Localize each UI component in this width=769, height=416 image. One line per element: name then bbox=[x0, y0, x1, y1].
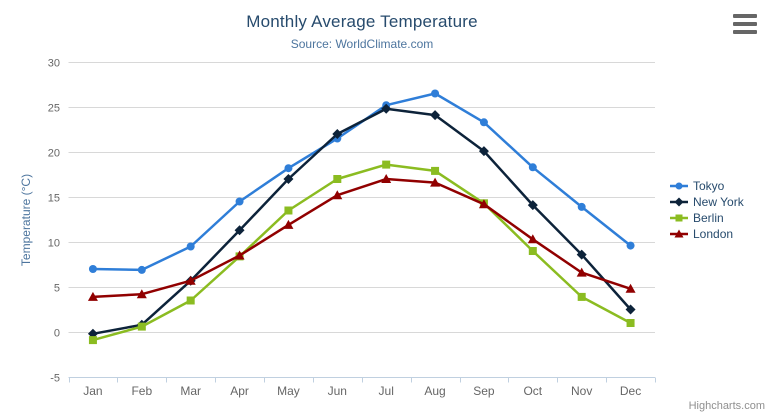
data-point[interactable] bbox=[234, 225, 245, 236]
diamond-legend-marker bbox=[670, 197, 688, 207]
data-point[interactable] bbox=[576, 249, 587, 260]
data-point[interactable] bbox=[528, 247, 537, 255]
data-point[interactable] bbox=[137, 322, 146, 331]
data-point[interactable] bbox=[283, 219, 294, 229]
chart-title: Monthly Average Temperature bbox=[246, 12, 478, 31]
data-point[interactable] bbox=[186, 242, 195, 251]
data-point[interactable] bbox=[527, 234, 538, 244]
data-point[interactable] bbox=[137, 265, 146, 274]
legend-label: New York bbox=[693, 195, 744, 209]
svg-text:Mar: Mar bbox=[180, 384, 201, 398]
data-point[interactable] bbox=[528, 163, 537, 172]
data-point[interactable] bbox=[87, 291, 98, 301]
series-tokyo[interactable] bbox=[88, 89, 635, 274]
hamburger-bar bbox=[733, 30, 757, 34]
data-point[interactable] bbox=[674, 229, 684, 238]
data-point[interactable] bbox=[333, 175, 342, 183]
data-point[interactable] bbox=[235, 197, 244, 206]
svg-text:0: 0 bbox=[54, 328, 60, 340]
y-axis-title: Temperature (°C) bbox=[19, 173, 33, 267]
data-point[interactable] bbox=[332, 129, 343, 139]
data-point[interactable] bbox=[675, 182, 683, 190]
legend-item-london[interactable]: London bbox=[670, 226, 744, 242]
hamburger-icon[interactable] bbox=[733, 14, 757, 34]
data-point[interactable] bbox=[626, 241, 635, 250]
circle-legend-marker bbox=[670, 182, 688, 190]
svg-text:Jan: Jan bbox=[83, 384, 102, 398]
data-point[interactable] bbox=[332, 190, 343, 200]
svg-text:Apr: Apr bbox=[230, 384, 249, 398]
data-point[interactable] bbox=[185, 275, 196, 285]
series-new-york[interactable] bbox=[87, 103, 636, 339]
legend-label: London bbox=[693, 227, 734, 241]
svg-text:Jun: Jun bbox=[328, 384, 347, 398]
legend-item-new-york[interactable]: New York bbox=[670, 194, 744, 210]
data-point[interactable] bbox=[527, 200, 538, 211]
data-point[interactable] bbox=[284, 164, 293, 173]
svg-text:Nov: Nov bbox=[571, 384, 592, 398]
svg-text:Aug: Aug bbox=[424, 384, 445, 398]
data-point[interactable] bbox=[625, 304, 636, 315]
data-point[interactable] bbox=[675, 214, 683, 222]
svg-text:5: 5 bbox=[54, 283, 60, 295]
svg-text:25: 25 bbox=[48, 103, 60, 115]
data-point[interactable] bbox=[136, 289, 147, 299]
svg-text:Dec: Dec bbox=[620, 384, 641, 398]
x-axis-labels: Jan Feb Mar Apr May Jun Jul Aug Sep Oct Nov Dec bbox=[83, 384, 641, 398]
data-point[interactable] bbox=[381, 103, 392, 114]
data-point[interactable] bbox=[382, 160, 391, 169]
hamburger-bar bbox=[733, 22, 757, 26]
legend-label: Berlin bbox=[693, 211, 724, 225]
data-point[interactable] bbox=[674, 197, 684, 207]
data-point[interactable] bbox=[479, 118, 488, 127]
data-point[interactable] bbox=[626, 319, 635, 327]
data-point[interactable] bbox=[381, 174, 392, 183]
data-point[interactable] bbox=[431, 89, 440, 98]
data-point[interactable] bbox=[186, 296, 195, 305]
svg-text:30: 30 bbox=[48, 58, 60, 70]
legend-label: Tokyo bbox=[693, 179, 725, 193]
data-point[interactable] bbox=[234, 250, 245, 260]
data-point[interactable] bbox=[283, 174, 294, 184]
grid-lines bbox=[68, 62, 655, 378]
y-axis-labels: -5 0 5 10 15 20 25 30 bbox=[48, 58, 60, 385]
series-london[interactable] bbox=[87, 174, 636, 301]
legend-item-berlin[interactable]: Berlin bbox=[670, 210, 744, 226]
data-point[interactable] bbox=[284, 206, 293, 215]
svg-text:May: May bbox=[277, 384, 300, 398]
svg-text:Jul: Jul bbox=[379, 384, 394, 398]
data-point[interactable] bbox=[625, 283, 636, 293]
square-legend-marker bbox=[670, 214, 688, 222]
data-point[interactable] bbox=[576, 267, 587, 277]
data-point[interactable] bbox=[478, 199, 489, 209]
data-point[interactable] bbox=[478, 146, 489, 157]
svg-text:-5: -5 bbox=[50, 373, 60, 385]
svg-text:10: 10 bbox=[48, 238, 60, 250]
data-point[interactable] bbox=[88, 265, 97, 273]
data-point[interactable] bbox=[577, 292, 586, 301]
triangle-legend-marker bbox=[670, 229, 688, 238]
svg-text:Oct: Oct bbox=[523, 384, 542, 398]
data-point[interactable] bbox=[88, 336, 97, 345]
chart-subtitle: Source: WorldClimate.com bbox=[290, 37, 434, 51]
hamburger-bar bbox=[733, 14, 757, 18]
credits-link[interactable]: Highcharts.com bbox=[688, 400, 765, 412]
svg-text:Feb: Feb bbox=[131, 384, 152, 398]
data-point[interactable] bbox=[430, 110, 441, 121]
svg-text:Sep: Sep bbox=[473, 384, 495, 398]
legend-item-tokyo[interactable]: Tokyo bbox=[670, 178, 744, 194]
data-point[interactable] bbox=[430, 177, 441, 187]
svg-text:20: 20 bbox=[48, 148, 60, 160]
data-point[interactable] bbox=[577, 202, 586, 211]
data-point[interactable] bbox=[431, 166, 440, 175]
legend: Tokyo New York Berlin London bbox=[670, 178, 744, 242]
x-axis bbox=[68, 377, 656, 383]
svg-text:15: 15 bbox=[48, 193, 60, 205]
